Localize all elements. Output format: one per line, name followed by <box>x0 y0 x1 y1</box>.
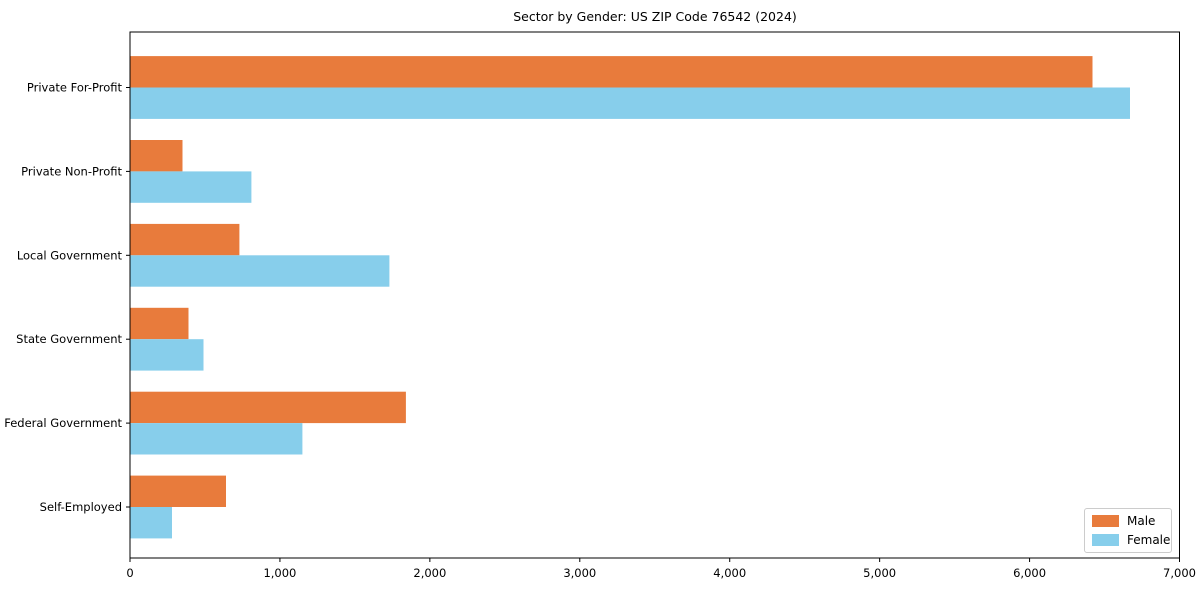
y-tick-label-4: Federal Government <box>4 416 122 430</box>
chart-title: Sector by Gender: US ZIP Code 76542 (202… <box>513 9 797 24</box>
bar-female-4 <box>130 423 303 455</box>
bar-male-5 <box>130 475 226 507</box>
legend: Male Female <box>1084 508 1172 553</box>
y-tick-label-0: Private For-Profit <box>27 81 123 95</box>
bar-female-2 <box>130 255 390 287</box>
bar-male-0 <box>130 56 1093 88</box>
x-tick-label-3: 3,000 <box>563 566 596 580</box>
bar-male-2 <box>130 223 240 256</box>
x-tick-label-7: 7,000 <box>1163 566 1196 580</box>
legend-item-female: Female <box>1085 532 1171 548</box>
female-series-swatch <box>1092 534 1119 547</box>
legend-label-male: Male <box>1127 513 1156 528</box>
y-tick-label-3: State Government <box>16 332 122 346</box>
x-tick-label-4: 4,000 <box>713 566 746 580</box>
bar-male-1 <box>130 140 183 172</box>
x-tick-label-6: 6,000 <box>1013 566 1046 580</box>
legend-item-male: Male <box>1085 513 1171 529</box>
y-tick-label-1: Private Non-Profit <box>21 164 122 178</box>
legend-label-female: Female <box>1127 533 1171 548</box>
bar-female-1 <box>130 171 252 203</box>
x-tick-label-5: 5,000 <box>863 566 896 580</box>
bar-female-3 <box>130 339 204 371</box>
x-tick-label-1: 1,000 <box>263 566 296 580</box>
plot-border <box>129 31 1180 559</box>
y-tick-label-5: Self-Employed <box>40 500 122 514</box>
male-series-swatch <box>1092 514 1119 527</box>
bar-male-3 <box>130 307 189 340</box>
bar-female-0 <box>130 87 1130 119</box>
bar-male-4 <box>130 391 406 424</box>
y-tick-label-2: Local Government <box>17 248 123 262</box>
x-tick-label-0: 0 <box>126 566 133 580</box>
x-tick-label-2: 2,000 <box>413 566 446 580</box>
bar-female-5 <box>130 507 172 539</box>
